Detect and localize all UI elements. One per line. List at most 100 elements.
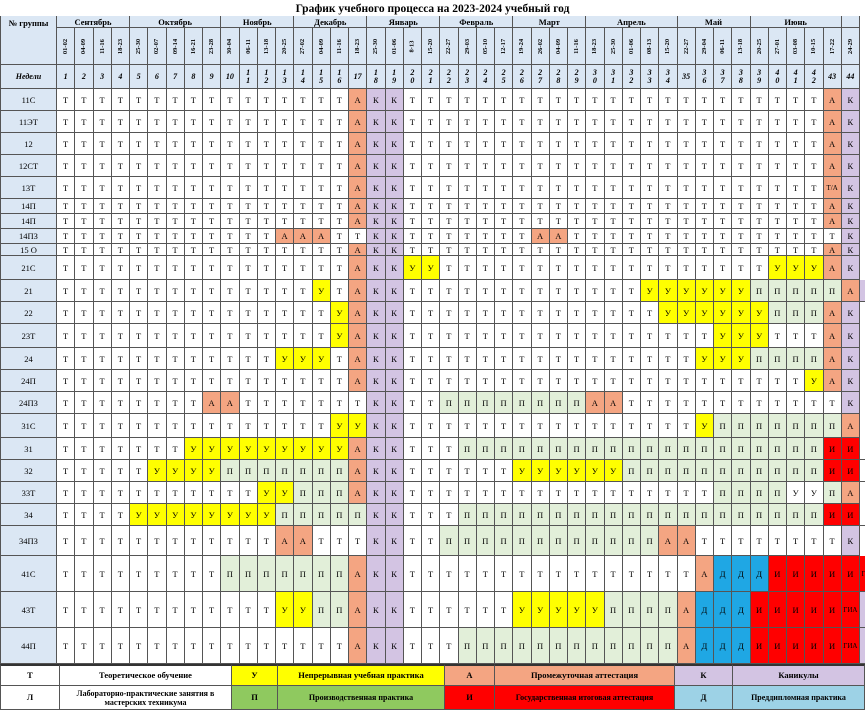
schedule-cell: У (604, 460, 623, 482)
schedule-cell: А (823, 370, 842, 392)
schedule-cell: Т (422, 324, 441, 348)
schedule-cell: Т (184, 199, 203, 214)
schedule-cell: Т (221, 256, 240, 280)
schedule-cell: Т (239, 199, 258, 214)
legend-code: Л (0, 686, 60, 710)
schedule-cell: Т (294, 302, 313, 324)
schedule-cell: Т (604, 302, 623, 324)
week-number: 9 (203, 65, 222, 89)
schedule-cell: И (805, 628, 824, 664)
schedule-cell: Т (476, 482, 495, 504)
schedule-cell: К (385, 214, 404, 229)
schedule-cell: Т (130, 592, 149, 628)
schedule-cell: П (221, 556, 240, 592)
schedule-cell: Т (476, 256, 495, 280)
schedule-cell: К (367, 133, 386, 155)
schedule-cell: Т (148, 482, 167, 504)
schedule-cell: П (440, 526, 459, 556)
schedule-cell: Т (57, 280, 76, 302)
schedule-cell: Т (294, 89, 313, 111)
schedule-cell: Т (495, 244, 514, 256)
schedule-cell: И (841, 556, 860, 592)
schedule-cell: Т (549, 256, 568, 280)
schedule-cell: П (768, 280, 787, 302)
schedule-cell: Т (349, 526, 368, 556)
schedule-cell: Т (312, 324, 331, 348)
schedule-cell: У (549, 460, 568, 482)
schedule-cell: У (166, 504, 185, 526)
schedule-cell: Т (203, 348, 222, 370)
schedule-cell: Т (440, 414, 459, 438)
schedule-cell: У (513, 592, 532, 628)
schedule-cell: Т (513, 214, 532, 229)
schedule-cell: Т (57, 199, 76, 214)
week-number: 2 (75, 65, 94, 89)
schedule-cell: Т (203, 482, 222, 504)
schedule-cell: Т (495, 460, 514, 482)
schedule-cell: К (367, 504, 386, 526)
schedule-cell: Т (750, 155, 769, 177)
schedule-cell: Т (57, 504, 76, 526)
schedule-cell: П (257, 556, 276, 592)
schedule-cell: Т (622, 214, 641, 229)
schedule-cell: Т (531, 302, 550, 324)
schedule-cell: Т (403, 370, 422, 392)
schedule-cell: Т (568, 214, 587, 229)
group-name: 24П (0, 370, 57, 392)
schedule-cell: Т (750, 229, 769, 244)
schedule-cell: Т (93, 592, 112, 628)
schedule-cell: К (367, 324, 386, 348)
schedule-cell: А (349, 214, 368, 229)
schedule-cell: Т (330, 348, 349, 370)
schedule-cell: Т (495, 89, 514, 111)
schedule-cell: Т (75, 556, 94, 592)
schedule-cell: Т (513, 324, 532, 348)
schedule-cell: И (768, 556, 787, 592)
schedule-cell: К (385, 460, 404, 482)
schedule-cell: П (495, 392, 514, 414)
schedule-cell: Т (695, 89, 714, 111)
schedule-cell: Т (130, 244, 149, 256)
schedule-cell: Т (641, 370, 660, 392)
schedule-cell: Т (294, 214, 313, 229)
schedule-cell: Т (75, 504, 94, 526)
schedule-cell: Т (184, 229, 203, 244)
schedule-cell: П (531, 504, 550, 526)
schedule-cell: Т (294, 199, 313, 214)
schedule-cell: Т (476, 133, 495, 155)
schedule-cell: Т (294, 155, 313, 177)
schedule-cell: И (805, 592, 824, 628)
schedule-cell: Т (312, 214, 331, 229)
schedule-cell: Т (111, 556, 130, 592)
schedule-cell: П (476, 526, 495, 556)
schedule-cell: Д (714, 628, 733, 664)
schedule-cell: Т (57, 302, 76, 324)
schedule-cell: А (349, 111, 368, 133)
schedule-cell: Т (294, 244, 313, 256)
schedule-cell: К (860, 628, 865, 664)
schedule-cell: Т (93, 504, 112, 526)
schedule-cell: Т (166, 214, 185, 229)
schedule-cell: У (659, 280, 678, 302)
schedule-cell: Т (641, 414, 660, 438)
schedule-cell: К (367, 302, 386, 324)
schedule-cell: Т (239, 302, 258, 324)
schedule-cell: Т (130, 89, 149, 111)
schedule-cell: К (385, 199, 404, 214)
schedule-cell: Т (440, 302, 459, 324)
schedule-cell: П (768, 438, 787, 460)
schedule-cell: Т (148, 592, 167, 628)
schedule-cell: К (385, 556, 404, 592)
schedule-cell: Т (276, 214, 295, 229)
schedule-cell: У (549, 592, 568, 628)
schedule-cell: К (841, 214, 860, 229)
schedule-cell: П (549, 504, 568, 526)
schedule-cell: У (148, 460, 167, 482)
schedule-cell: А (823, 244, 842, 256)
schedule-cell: Т (221, 526, 240, 556)
schedule-cell: Т (458, 370, 477, 392)
schedule-cell: Т (495, 482, 514, 504)
